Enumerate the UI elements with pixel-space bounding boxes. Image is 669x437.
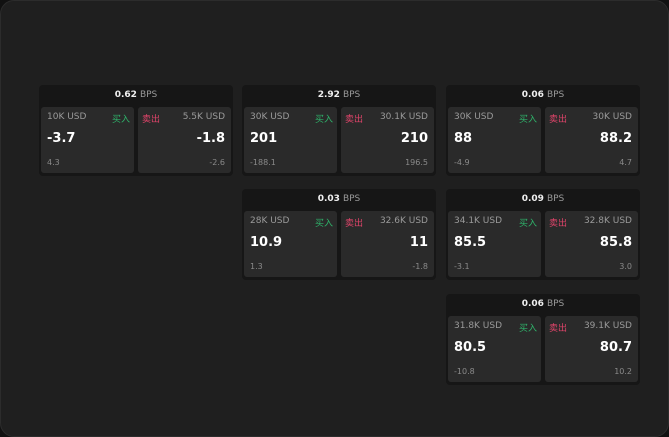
buy-price: 10.9 xyxy=(250,235,283,250)
sell-panel[interactable]: 5.5K USD 卖出 -1.8 -2.6 xyxy=(138,107,231,173)
sell-change: -2.6 xyxy=(209,158,225,167)
sell-size: 39.1K USD xyxy=(583,321,632,331)
buy-size: 31.8K USD xyxy=(454,321,503,331)
spread-value: 2.92 xyxy=(317,90,340,100)
quote-card: 0.62 BPS 10K USD 买入 -3.7 4.3 5.5K USD 卖出 -1.8 -2.… xyxy=(39,85,233,176)
sell-price: -1.8 xyxy=(196,131,225,146)
sell-label: 卖出 xyxy=(345,219,364,229)
quote-panels: 10K USD 买入 -3.7 4.3 5.5K USD 卖出 -1.8 -2.6 xyxy=(41,107,231,173)
sell-price: 11 xyxy=(409,235,428,250)
spread-value: 0.03 xyxy=(317,194,340,204)
spread-header: 2.92 BPS xyxy=(242,85,436,106)
quote-card: 0.06 BPS 30K USD 买入 88 -4.9 30K USD 卖出 88.2 4.7 xyxy=(446,85,640,176)
buy-change: -3.1 xyxy=(454,262,470,271)
quote-panels: 34.1K USD 买入 85.5 -3.1 32.8K USD 卖出 85.8 3.0 xyxy=(448,211,638,277)
quote-card: 2.92 BPS 30K USD 买入 201 -188.1 30.1K USD 卖出 210 1… xyxy=(242,85,436,176)
sell-label: 卖出 xyxy=(549,219,568,229)
sell-size: 32.8K USD xyxy=(583,216,632,226)
sell-panel[interactable]: 39.1K USD 卖出 80.7 10.2 xyxy=(545,316,638,382)
buy-label: 买入 xyxy=(314,115,333,125)
buy-size: 34.1K USD xyxy=(454,216,503,226)
sell-size: 30.1K USD xyxy=(379,112,428,122)
buy-size: 10K USD xyxy=(47,112,87,122)
sell-price: 210 xyxy=(400,131,428,146)
buy-label: 买入 xyxy=(518,324,537,334)
buy-price: 88 xyxy=(454,131,473,146)
spread-header: 0.06 BPS xyxy=(446,85,640,106)
buy-size: 30K USD xyxy=(454,112,494,122)
spread-unit: BPS xyxy=(546,299,565,309)
sell-size: 30K USD xyxy=(592,112,632,122)
quote-card: 0.09 BPS 34.1K USD 买入 85.5 -3.1 32.8K USD 卖出 85.… xyxy=(446,189,640,280)
spread-value: 0.06 xyxy=(521,90,544,100)
sell-price: 88.2 xyxy=(599,131,632,146)
buy-label: 买入 xyxy=(518,115,537,125)
spread-header: 0.62 BPS xyxy=(39,85,233,106)
spread-value: 0.62 xyxy=(114,90,137,100)
sell-label: 卖出 xyxy=(549,324,568,334)
sell-change: 196.5 xyxy=(405,158,428,167)
sell-price: 85.8 xyxy=(599,235,632,250)
sell-size: 32.6K USD xyxy=(379,216,428,226)
quote-panels: 30K USD 买入 201 -188.1 30.1K USD 卖出 210 196.5 xyxy=(244,107,434,173)
buy-change: 4.3 xyxy=(47,158,60,167)
sell-price: 80.7 xyxy=(599,340,632,355)
sell-label: 卖出 xyxy=(345,115,364,125)
buy-panel[interactable]: 28K USD 买入 10.9 1.3 xyxy=(244,211,337,277)
buy-size: 30K USD xyxy=(250,112,290,122)
sell-label: 卖出 xyxy=(142,115,161,125)
spread-value: 0.09 xyxy=(521,194,544,204)
buy-size: 28K USD xyxy=(250,216,290,226)
quote-panels: 30K USD 买入 88 -4.9 30K USD 卖出 88.2 4.7 xyxy=(448,107,638,173)
quote-panels: 31.8K USD 买入 80.5 -10.8 39.1K USD 卖出 80.7 10.2 xyxy=(448,316,638,382)
buy-label: 买入 xyxy=(518,219,537,229)
buy-price: 80.5 xyxy=(454,340,487,355)
buy-label: 买入 xyxy=(111,115,130,125)
sell-panel[interactable]: 30K USD 卖出 88.2 4.7 xyxy=(545,107,638,173)
spread-unit: BPS xyxy=(342,194,361,204)
spread-unit: BPS xyxy=(342,90,361,100)
sell-label: 卖出 xyxy=(549,115,568,125)
buy-label: 买入 xyxy=(314,219,333,229)
spread-value: 0.06 xyxy=(521,299,544,309)
spread-header: 0.09 BPS xyxy=(446,189,640,210)
sell-panel[interactable]: 30.1K USD 卖出 210 196.5 xyxy=(341,107,434,173)
sell-change: 3.0 xyxy=(619,262,632,271)
spread-unit: BPS xyxy=(139,90,158,100)
spread-unit: BPS xyxy=(546,90,565,100)
sell-panel[interactable]: 32.6K USD 卖出 11 -1.8 xyxy=(341,211,434,277)
buy-panel[interactable]: 30K USD 买入 201 -188.1 xyxy=(244,107,337,173)
spread-header: 0.06 BPS xyxy=(446,294,640,315)
sell-size: 5.5K USD xyxy=(182,112,225,122)
buy-panel[interactable]: 34.1K USD 买入 85.5 -3.1 xyxy=(448,211,541,277)
buy-change: -10.8 xyxy=(454,367,475,376)
sell-change: 10.2 xyxy=(614,367,632,376)
sell-change: -1.8 xyxy=(412,262,428,271)
buy-panel[interactable]: 10K USD 买入 -3.7 4.3 xyxy=(41,107,134,173)
buy-change: -4.9 xyxy=(454,158,470,167)
sell-change: 4.7 xyxy=(619,158,632,167)
buy-change: -188.1 xyxy=(250,158,276,167)
buy-price: 85.5 xyxy=(454,235,487,250)
quote-panels: 28K USD 买入 10.9 1.3 32.6K USD 卖出 11 -1.8 xyxy=(244,211,434,277)
spread-header: 0.03 BPS xyxy=(242,189,436,210)
quote-card: 0.03 BPS 28K USD 买入 10.9 1.3 32.6K USD 卖出 11 -1.8 xyxy=(242,189,436,280)
spread-unit: BPS xyxy=(546,194,565,204)
buy-price: 201 xyxy=(250,131,278,146)
buy-panel[interactable]: 31.8K USD 买入 80.5 -10.8 xyxy=(448,316,541,382)
buy-change: 1.3 xyxy=(250,262,263,271)
buy-price: -3.7 xyxy=(47,131,76,146)
sell-panel[interactable]: 32.8K USD 卖出 85.8 3.0 xyxy=(545,211,638,277)
buy-panel[interactable]: 30K USD 买入 88 -4.9 xyxy=(448,107,541,173)
quote-card: 0.06 BPS 31.8K USD 买入 80.5 -10.8 39.1K USD 卖出 80… xyxy=(446,294,640,385)
